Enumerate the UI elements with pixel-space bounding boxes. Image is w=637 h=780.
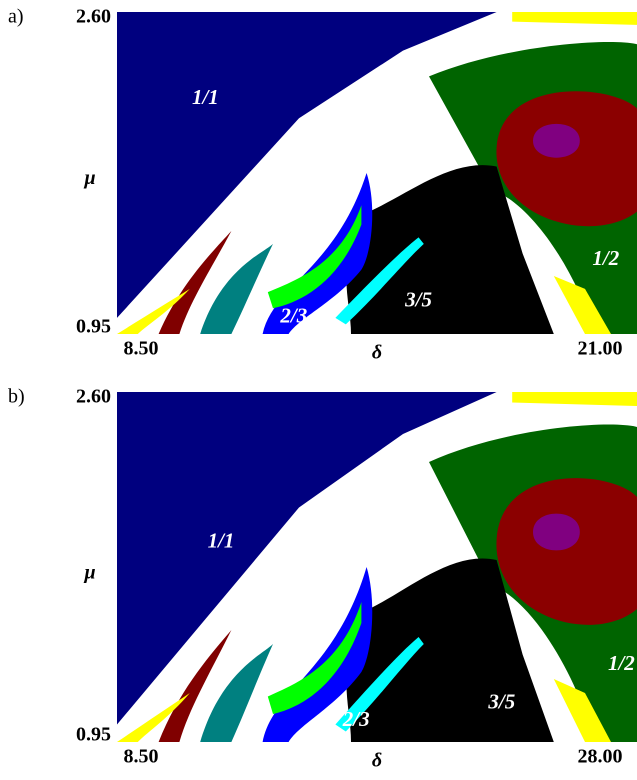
region	[512, 12, 637, 25]
region-label: 3/5	[404, 288, 432, 312]
panel-label: b)	[8, 386, 25, 408]
region-label: 1/2	[608, 651, 635, 675]
x-tick-label: 21.00	[578, 338, 623, 360]
y-tick-label: 0.95	[76, 316, 111, 338]
region-label: 2/3	[279, 304, 307, 328]
region	[553, 276, 611, 334]
y-tick-label: 0.95	[76, 724, 111, 746]
x-tick-label: 28.00	[578, 746, 623, 768]
region	[267, 602, 362, 714]
regions	[117, 392, 637, 742]
panel-label: a)	[8, 6, 24, 28]
y-axis-label: μ	[83, 167, 95, 189]
y-tick-label: 2.60	[76, 6, 111, 28]
plot-area	[117, 12, 637, 334]
region	[496, 478, 637, 625]
region-label: 1/1	[208, 528, 235, 552]
y-tick-label: 2.60	[76, 386, 111, 408]
x-axis-label: δ	[372, 750, 382, 772]
region	[533, 123, 580, 158]
region	[346, 558, 554, 742]
x-tick-label: 8.50	[124, 338, 159, 360]
region	[158, 230, 232, 334]
region	[335, 637, 424, 732]
region	[496, 91, 637, 227]
y-axis-label: μ	[83, 562, 95, 584]
region	[117, 693, 190, 742]
region	[346, 165, 554, 334]
x-tick-label: 8.50	[124, 746, 159, 768]
region-label: 1/2	[592, 246, 619, 270]
region-label: 1/1	[192, 85, 219, 109]
region-label: 2/3	[342, 707, 370, 731]
region	[335, 237, 424, 325]
regions	[117, 12, 637, 334]
region	[158, 630, 232, 742]
region	[533, 513, 580, 551]
region	[200, 644, 273, 742]
x-axis-label: δ	[372, 342, 382, 364]
region	[512, 392, 637, 406]
plot-area	[117, 392, 637, 742]
region	[117, 12, 497, 318]
region-label: 3/5	[487, 689, 515, 713]
region	[267, 205, 362, 309]
region	[117, 288, 190, 334]
region	[553, 679, 611, 742]
region	[200, 243, 273, 334]
region	[117, 392, 497, 725]
